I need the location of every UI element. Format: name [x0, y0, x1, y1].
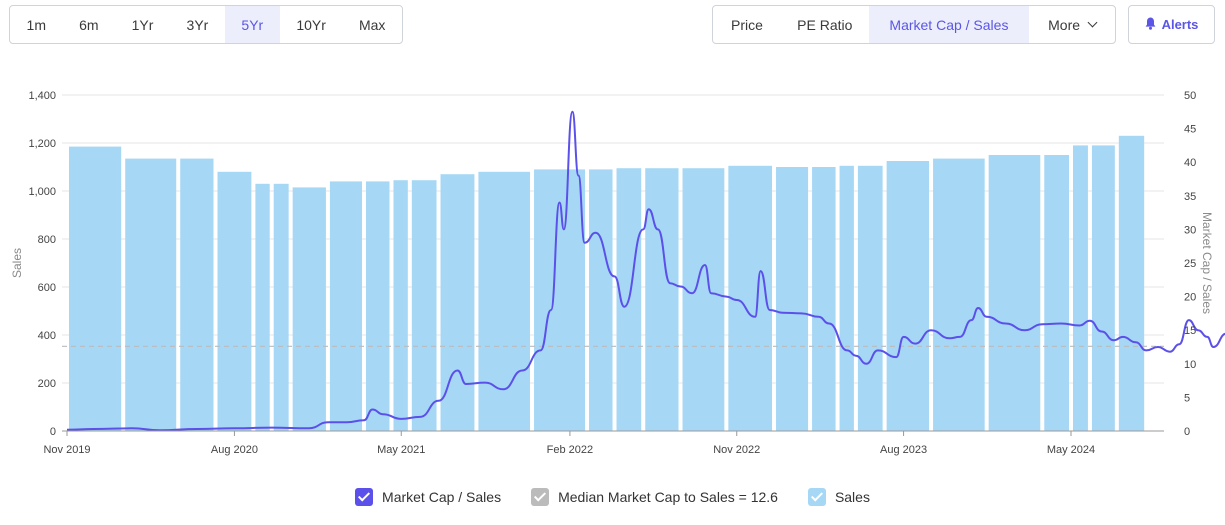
sales-bar [682, 168, 725, 431]
legend-label: Market Cap / Sales [382, 489, 502, 505]
sales-bar [534, 169, 586, 431]
checkbox-icon [531, 488, 550, 506]
legend-label: Median Market Cap to Sales = 12.6 [558, 489, 778, 505]
x-tick-label: May 2024 [1047, 444, 1095, 456]
y-tick-label: 1,000 [28, 186, 56, 198]
more-label: More [1048, 16, 1081, 33]
legend: Market Cap / Sales Median Market Cap to … [0, 484, 1225, 510]
y2-tick-label: 5 [1184, 392, 1190, 404]
more-dropdown[interactable]: More [1029, 6, 1115, 43]
sales-bar [728, 165, 773, 432]
y2-tick-label: 15 [1184, 325, 1196, 337]
sales-bar [292, 187, 326, 431]
range-tab-5yr[interactable]: 5Yr [224, 6, 280, 43]
market-cap-sales-line [66, 110, 1225, 432]
y2-tick-label: 30 [1184, 224, 1196, 236]
tab-market-cap-sales[interactable]: Market Cap / Sales [868, 6, 1030, 43]
alerts-label: Alerts [1161, 17, 1199, 32]
y-tick-label: 1,400 [28, 90, 56, 102]
x-tick-label: May 2021 [377, 444, 425, 456]
y2-tick-label: 25 [1184, 258, 1196, 270]
y-tick-label: 200 [38, 378, 56, 390]
y-axis-title: Sales [10, 248, 24, 278]
y2-axis-title: Market Cap / Sales [1200, 212, 1214, 314]
alerts-button[interactable]: Alerts [1128, 5, 1215, 44]
sales-bar [933, 158, 985, 431]
range-tab-1yr[interactable]: 1Yr [131, 16, 154, 33]
sales-bar [645, 168, 679, 431]
tab-pe-ratio[interactable]: PE Ratio [797, 16, 853, 33]
sales-bar [988, 155, 1041, 431]
x-tick-label: Aug 2020 [211, 444, 258, 456]
y-tick-label: 1,200 [28, 138, 56, 150]
y2-tick-label: 50 [1184, 90, 1196, 102]
range-tab-max[interactable]: Max [358, 16, 386, 33]
sales-bar [217, 171, 252, 432]
legend-item-median[interactable]: Median Market Cap to Sales = 12.6 [531, 488, 778, 506]
sales-bar [776, 167, 809, 431]
y2-tick-label: 0 [1184, 426, 1190, 438]
y2-tick-label: 10 [1184, 359, 1196, 371]
sales-bar [1073, 145, 1088, 431]
time-range-selector: 1m 6m 1Yr 3Yr 5Yr 10Yr Max [9, 5, 403, 44]
sales-bar [365, 181, 390, 431]
sales-bar [393, 180, 408, 431]
checkbox-icon [807, 488, 826, 506]
sales-bar [69, 146, 122, 431]
y2-tick-label: 45 [1184, 124, 1196, 136]
legend-item-sales[interactable]: Sales [807, 488, 870, 506]
sales-bar [812, 167, 836, 431]
sales-bar [857, 165, 883, 432]
market-cap-sales-chart: 0 200 400 600 800 1,000 1,200 1,400 0 5 10 15 20 25 30… [10, 90, 1225, 456]
legend-label: Sales [834, 489, 870, 505]
range-tab-10yr[interactable]: 10Yr [296, 16, 326, 33]
sales-bar [1044, 155, 1069, 431]
y-tick-label: 800 [38, 234, 56, 246]
checkbox-icon [355, 488, 374, 506]
metric-selector: Price PE Ratio Market Cap / Sales More [712, 5, 1116, 44]
y-tick-label: 0 [50, 426, 56, 438]
y2-tick-label: 40 [1184, 157, 1196, 169]
tab-price[interactable]: Price [730, 16, 763, 33]
x-tick-label: Aug 2023 [880, 444, 927, 456]
sales-bar [411, 180, 437, 431]
x-tick-label: Nov 2022 [713, 444, 760, 456]
sales-bar [329, 181, 362, 431]
sales-bar [886, 161, 930, 431]
y-tick-label: 600 [38, 282, 56, 294]
sales-bar [255, 183, 270, 431]
sales-bars [69, 135, 1145, 432]
sales-bar [125, 158, 177, 431]
range-tab-1m[interactable]: 1m [26, 16, 46, 33]
sales-bar [180, 158, 214, 431]
range-tab-6m[interactable]: 6m [79, 16, 99, 33]
y-tick-label: 400 [38, 330, 56, 342]
sales-bar [589, 169, 613, 431]
x-tick-label: Nov 2019 [43, 444, 90, 456]
sales-bar [273, 183, 289, 431]
sales-bar [1118, 135, 1145, 432]
legend-item-market-cap-sales[interactable]: Market Cap / Sales [355, 488, 501, 506]
sales-bar [839, 165, 854, 432]
sales-bar [1091, 145, 1115, 431]
range-tab-3yr[interactable]: 3Yr [186, 16, 209, 33]
y2-tick-label: 35 [1184, 191, 1196, 203]
axis-ticks: 0 200 400 600 800 1,000 1,200 1,400 0 5 10 15 20 25 30… [28, 90, 1196, 456]
x-tick-label: Feb 2022 [547, 444, 593, 456]
bell-icon [1145, 17, 1156, 33]
y2-tick-label: 20 [1184, 292, 1196, 304]
sales-bar [478, 171, 531, 432]
